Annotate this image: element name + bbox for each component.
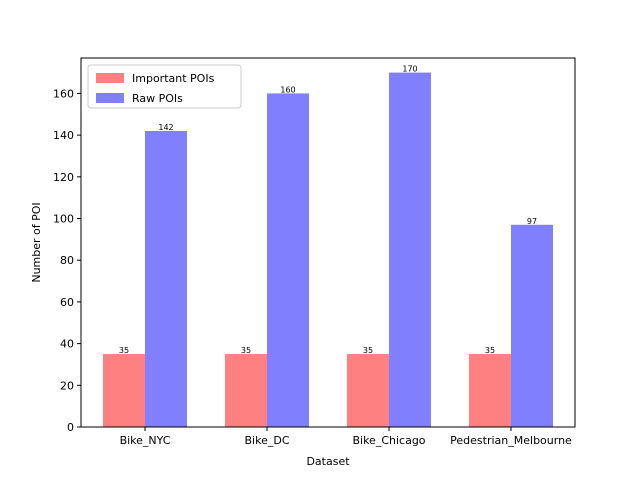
bar-important-bike-nyc — [103, 354, 145, 427]
value-label: 35 — [119, 346, 129, 355]
x-tick-label: Bike_NYC — [120, 434, 171, 447]
value-label: 35 — [241, 346, 251, 355]
bar-raw-pedestrian-melbourne — [511, 224, 553, 427]
bar-important-bike-dc — [225, 354, 267, 427]
y-axis-label: Number of POI — [30, 202, 43, 282]
legend-entry: Important POIs — [132, 72, 215, 85]
legend-swatch — [96, 93, 124, 103]
bar-important-pedestrian-melbourne — [469, 354, 511, 427]
value-labels-group: 35 142 35 160 35 170 35 97 — [119, 65, 537, 355]
value-label: 35 — [485, 346, 495, 355]
legend-swatch — [96, 73, 124, 83]
y-tick-label: 120 — [53, 171, 74, 184]
legend-entry: Raw POIs — [132, 92, 183, 105]
y-tick-label: 40 — [60, 338, 74, 351]
y-tick-label: 20 — [60, 379, 74, 392]
y-tick-label: 0 — [67, 421, 74, 434]
x-tick-label: Bike_Chicago — [352, 434, 425, 447]
y-tick-label: 100 — [53, 213, 74, 226]
y-axis: 0 20 40 60 80 100 120 140 160 — [53, 87, 81, 434]
bar-raw-bike-dc — [267, 93, 309, 428]
bar-important-bike-chicago — [347, 354, 389, 427]
legend: Important POIs Raw POIs — [87, 64, 242, 109]
value-label: 160 — [280, 85, 295, 94]
value-label: 170 — [402, 65, 417, 74]
value-label: 35 — [363, 346, 373, 355]
x-tick-label: Pedestrian_Melbourne — [450, 434, 572, 447]
x-tick-label: Bike_DC — [245, 434, 290, 447]
legend-box — [87, 64, 242, 109]
y-tick-label: 60 — [60, 296, 74, 309]
bar-raw-bike-chicago — [389, 72, 431, 427]
value-label: 97 — [527, 217, 537, 226]
value-label: 142 — [158, 123, 173, 132]
bars-group — [103, 72, 553, 428]
bar-raw-bike-nyc — [145, 130, 187, 427]
y-tick-label: 80 — [60, 254, 74, 267]
x-axis: Bike_NYC Bike_DC Bike_Chicago Pedestrian_Me… — [120, 427, 572, 447]
plot-frame — [80, 57, 576, 428]
y-tick-label: 140 — [53, 129, 74, 142]
y-tick-label: 160 — [53, 87, 74, 100]
x-axis-label: Dataset — [306, 455, 350, 468]
